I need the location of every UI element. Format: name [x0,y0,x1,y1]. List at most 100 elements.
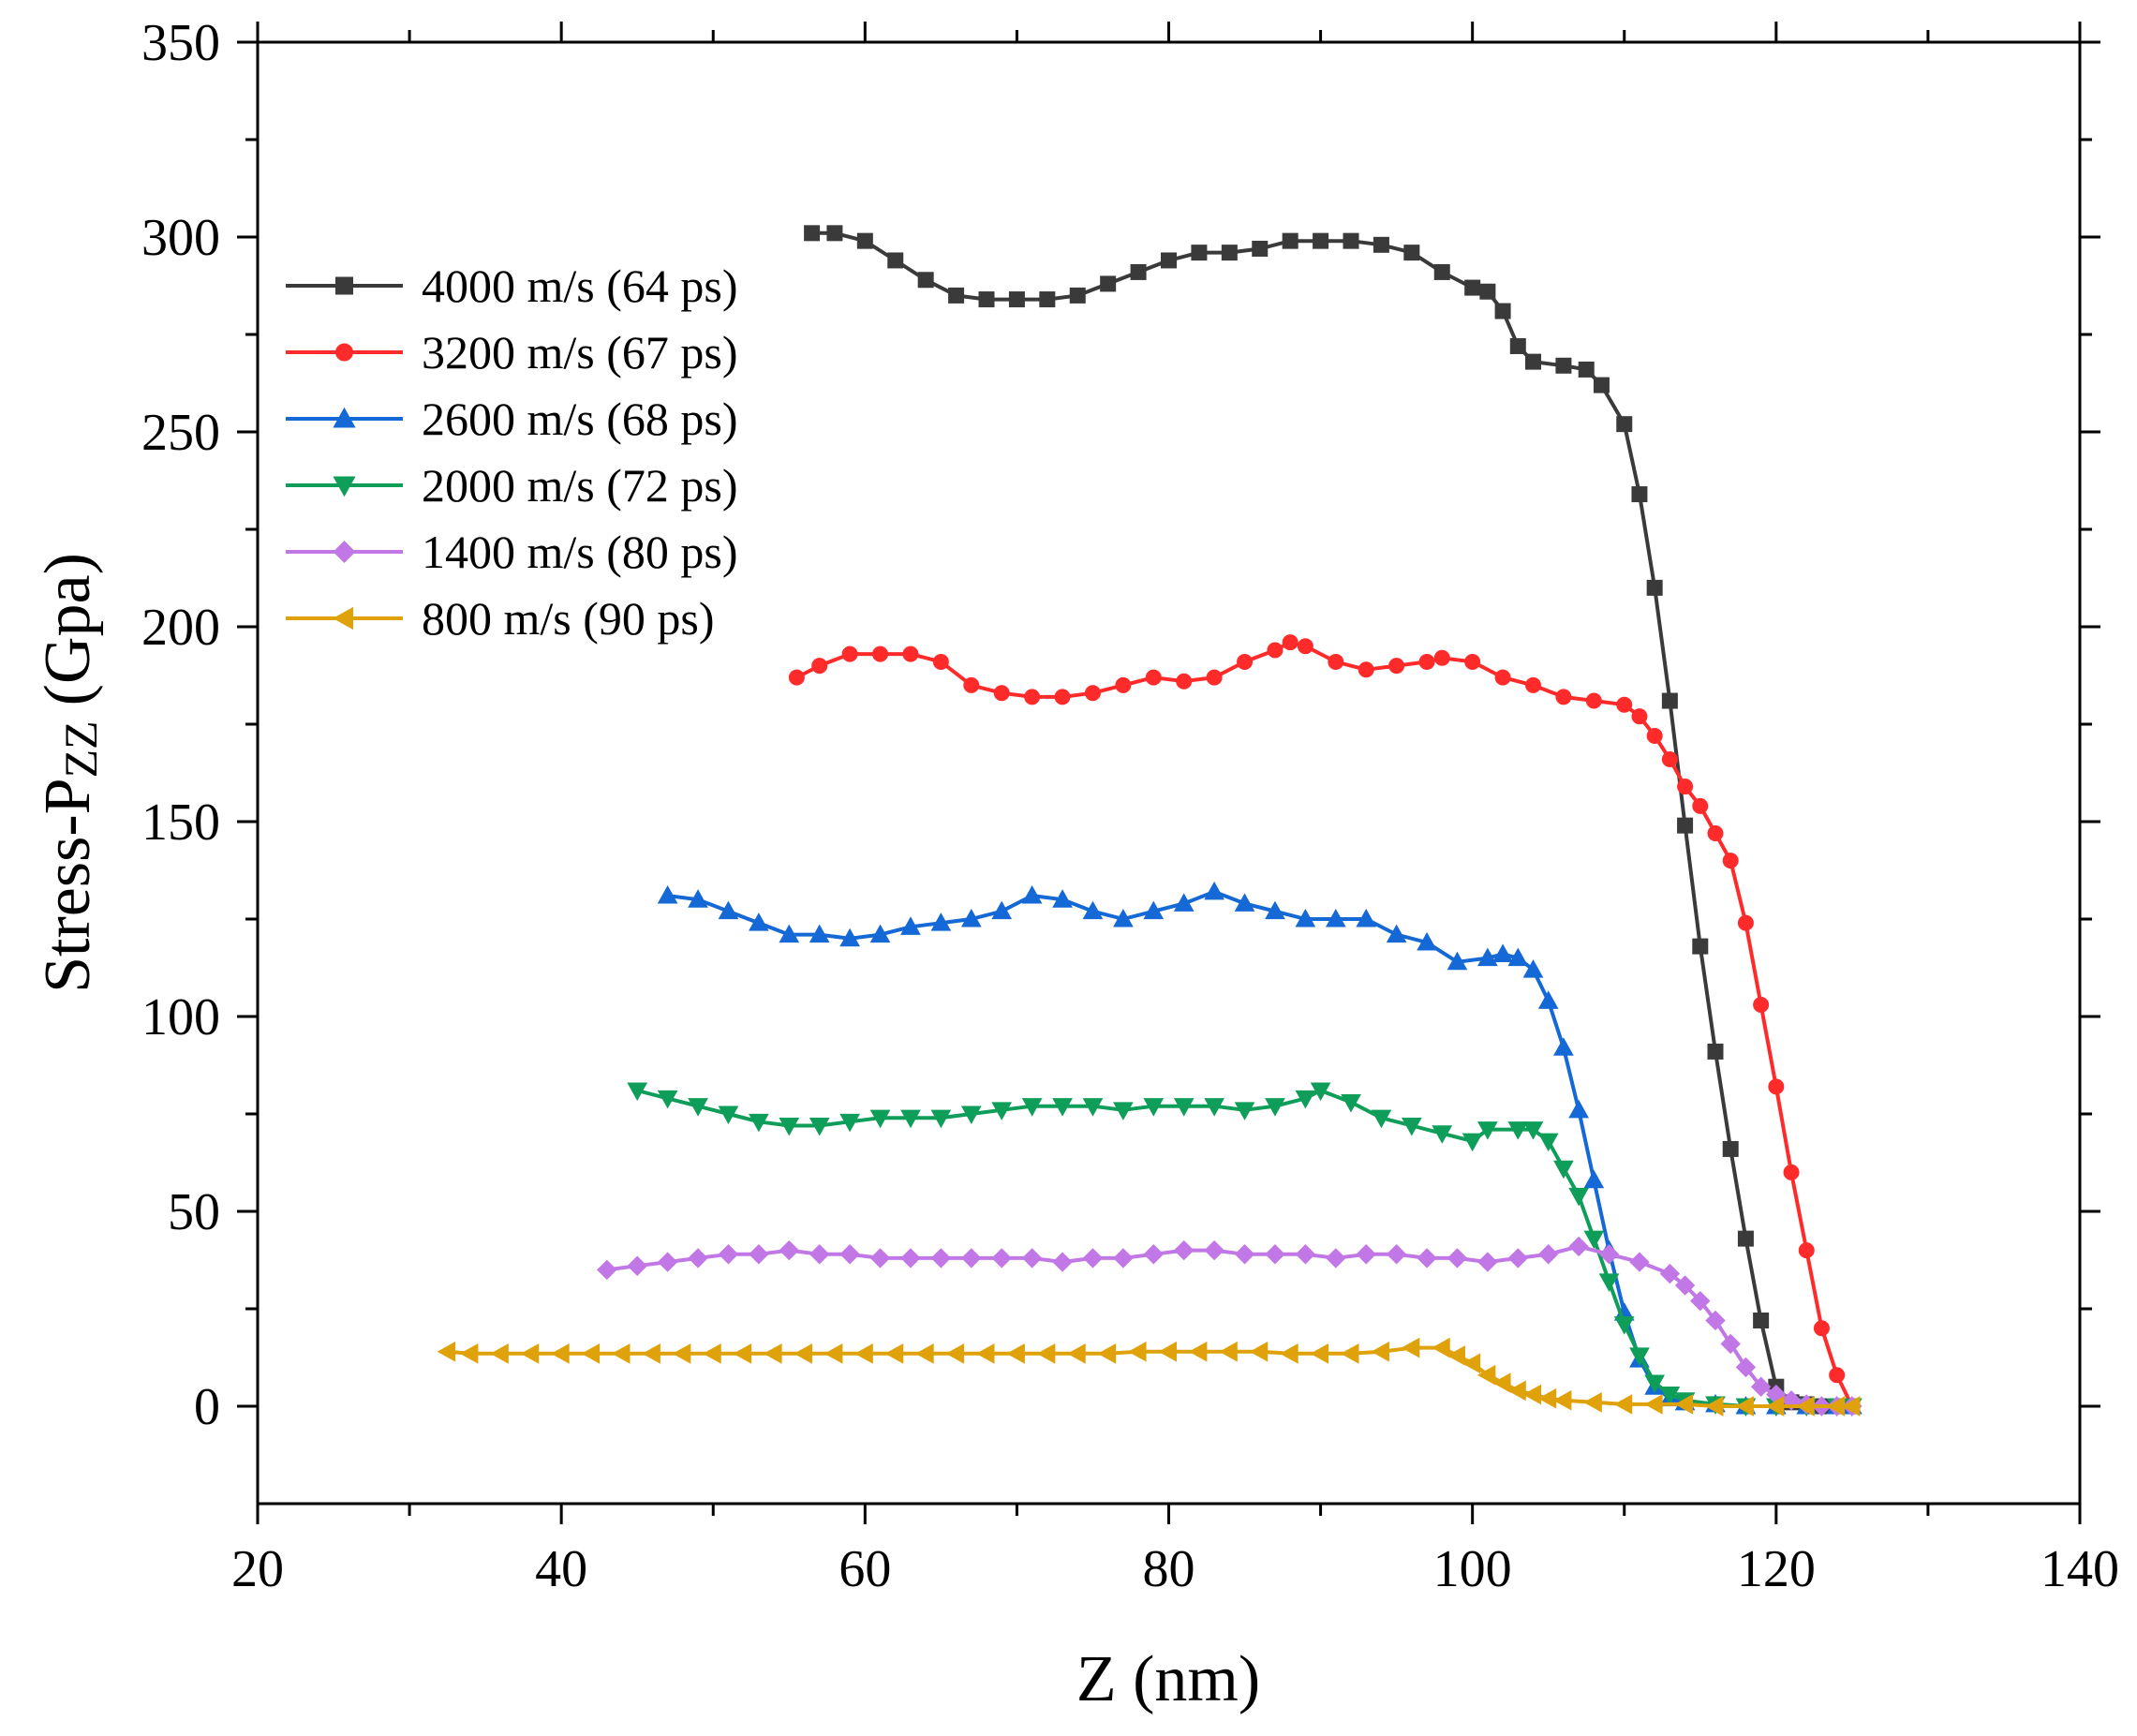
data-point [1191,245,1208,261]
data-point [1765,1396,1785,1417]
data-point [1176,673,1193,690]
y-tick-label: 300 [141,209,220,267]
data-point [1585,692,1602,709]
plot-frame [256,40,2082,1506]
data-point [900,916,921,935]
data-point [869,1248,891,1269]
data-point [1128,1341,1147,1362]
data-point [1522,959,1544,978]
data-point [1204,881,1224,900]
legend-entry: 2600 m/s (68 ps) [286,393,738,445]
data-point [1173,893,1195,912]
data-point [1328,653,1344,670]
x-axis-title: Z (nm) [1076,1643,1260,1715]
data-point [657,1090,678,1109]
data-point [1507,1121,1529,1140]
data-point [917,272,934,289]
data-point [1598,1244,1620,1265]
legend-entry: 2000 m/s (72 ps) [286,459,738,512]
data-point [948,287,965,304]
data-point [854,1343,873,1364]
legend-label: 1400 m/s (80 ps) [422,526,738,578]
data-point [991,1248,1012,1269]
legend-entry: 1400 m/s (80 ps) [286,526,738,578]
data-point [1418,653,1435,670]
data-point [1356,1244,1376,1265]
data-point [1158,1341,1177,1362]
data-point [1661,750,1678,767]
legend: 4000 m/s (64 ps) 3200 m/s (67 ps) 2600 m/s… [286,260,738,645]
series-line [811,230,1852,1408]
y-axis-title: Stress-PZZ (Gpa) [32,553,107,993]
data-point [900,1248,921,1269]
data-point [1841,1396,1861,1417]
y-axis-title-main: Stress-P [32,778,104,992]
data-point [884,1343,904,1364]
data-point [688,1248,708,1269]
data-point [1008,291,1025,308]
data-point [1538,1244,1559,1265]
data-point [872,645,889,662]
data-point [1417,1248,1437,1269]
data-point [718,1244,739,1265]
data-point [749,913,769,931]
data-point [1707,1043,1724,1060]
data-point [611,1343,631,1364]
data-point [1432,1125,1453,1144]
data-point [1234,893,1255,912]
data-point [1310,1082,1331,1102]
data-point [1052,1098,1073,1117]
data-point [1525,353,1541,370]
data-point [1447,1345,1465,1366]
legend-marker [333,606,353,631]
data-point [1052,889,1073,908]
data-point [1720,1333,1741,1355]
data-point [1097,1343,1117,1364]
data-point [1477,947,1498,967]
legend-entry: 800 m/s (90 ps) [286,592,715,645]
data-point [718,900,739,920]
data-point [642,1343,660,1364]
data-point [1082,1248,1104,1269]
data-point [749,1244,769,1265]
data-point [779,1239,799,1261]
data-point [1280,1343,1299,1364]
data-point [1113,1248,1134,1269]
data-point [1555,689,1572,705]
data-point [1750,1376,1772,1397]
data-point [1796,1396,1815,1417]
data-point [1188,1341,1208,1362]
data-point [657,885,678,904]
tick-marks [237,22,2100,1524]
data-point [1021,1098,1043,1117]
y-tick-label: 250 [141,404,220,462]
data-point [1021,885,1043,904]
data-point [672,1343,691,1364]
data-point [1722,1140,1739,1157]
data-point [1477,1121,1498,1140]
data-point [1161,252,1177,269]
data-point [1082,1098,1104,1117]
data-point [1553,1037,1574,1056]
data-point [1297,638,1313,655]
data-point [960,908,982,927]
data-point [1447,1248,1468,1269]
data-point [1036,1343,1056,1364]
data-point [930,913,952,931]
series-1 [804,225,1861,1415]
series-3 [657,881,1862,1415]
legend-marker [333,541,356,563]
data-point [1234,1102,1255,1120]
data-point [1593,377,1610,393]
data-point [1054,689,1071,705]
data-point [839,1113,860,1133]
y-tick-label: 0 [194,1378,220,1436]
series-line [667,889,1852,1408]
data-point [1629,1252,1650,1272]
data-point [1583,1391,1602,1413]
data-point [1661,692,1678,709]
data-point [1282,634,1299,651]
data-point [1598,1273,1620,1292]
data-point [459,1343,479,1364]
